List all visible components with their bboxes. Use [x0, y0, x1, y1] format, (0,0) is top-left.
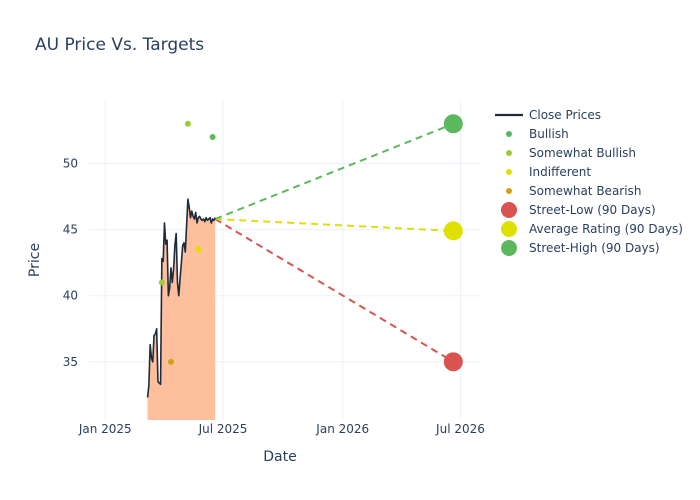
legend-label: Indifferent	[529, 165, 591, 179]
average-rating-90-days-target-line	[215, 218, 454, 232]
legend-label: Somewhat Bearish	[529, 184, 641, 198]
grid-lines	[89, 100, 480, 420]
rating-points	[158, 120, 216, 365]
close-price-series-line	[146, 198, 216, 398]
y-tick-label: 45	[63, 223, 78, 237]
street-high-90-days-target-marker[interactable]	[443, 114, 463, 134]
legend-dot-swatch	[506, 131, 512, 137]
somewhat-bullish-rating-point[interactable]	[158, 279, 165, 286]
y-tick-label: 50	[63, 156, 78, 170]
street-low-90-days-target-marker[interactable]	[443, 352, 463, 372]
legend-item-bullish[interactable]: Bullish	[506, 127, 569, 141]
legend-item-close-prices[interactable]: Close Prices	[495, 108, 601, 122]
legend-item-somewhat-bearish[interactable]: Somewhat Bearish	[506, 184, 641, 198]
somewhat-bearish-rating-point[interactable]	[167, 358, 174, 365]
street-low-90-days-target-line	[214, 218, 454, 363]
legend-dot-swatch	[501, 221, 517, 237]
legend-label: Street-High (90 Days)	[529, 241, 660, 255]
legend-dot-swatch	[506, 169, 512, 175]
legend-item-street-low-90-days[interactable]: Street-Low (90 Days)	[501, 202, 656, 218]
legend-label: Somewhat Bullish	[529, 146, 636, 160]
legend-item-indifferent[interactable]: Indifferent	[506, 165, 591, 179]
legend-dot-swatch	[501, 202, 517, 218]
legend-label: Bullish	[529, 127, 569, 141]
y-tick-label: 35	[63, 355, 78, 369]
average-rating-90-days-target-marker[interactable]	[443, 221, 463, 241]
target-markers	[443, 114, 463, 372]
legend-dot-swatch	[506, 188, 512, 194]
x-tick-label: Jan 2026	[315, 422, 369, 436]
legend-label: Street-Low (90 Days)	[529, 203, 656, 217]
indifferent-rating-point[interactable]	[195, 246, 202, 253]
legend-label: Close Prices	[529, 108, 601, 122]
legend-dot-swatch	[506, 150, 512, 156]
legend[interactable]: Close Prices Bullish Somewhat Bullish Indif…	[495, 108, 683, 256]
bullish-rating-point[interactable]	[209, 134, 216, 141]
y-tick-label: 40	[63, 289, 78, 303]
legend-item-street-high-90-days[interactable]: Street-High (90 Days)	[501, 240, 660, 256]
x-tick-label: Jul 2025	[198, 422, 248, 436]
close-price-area	[147, 199, 216, 420]
x-axis-ticks: Jan 2025 Jul 2025 Jan 2026 Jul 2026	[78, 422, 485, 436]
x-axis-title: Date	[263, 449, 296, 465]
target-lines	[214, 122, 454, 363]
somewhat-bullish-rating-point[interactable]	[184, 120, 191, 127]
close-price-line	[146, 198, 216, 398]
legend-item-average-rating-90-days[interactable]: Average Rating (90 Days)	[501, 221, 683, 237]
y-axis-ticks: 35 40 45 50	[63, 156, 78, 368]
x-tick-label: Jan 2025	[78, 422, 132, 436]
legend-dot-swatch	[501, 240, 517, 256]
close-price-fill	[147, 199, 216, 420]
legend-label: Average Rating (90 Days)	[529, 222, 683, 236]
chart-title: AU Price Vs. Targets	[35, 35, 204, 55]
x-tick-label: Jul 2026	[435, 422, 485, 436]
y-axis-title: Price	[27, 243, 43, 277]
legend-item-somewhat-bullish[interactable]: Somewhat Bullish	[506, 146, 636, 160]
street-high-90-days-target-line	[214, 122, 454, 220]
